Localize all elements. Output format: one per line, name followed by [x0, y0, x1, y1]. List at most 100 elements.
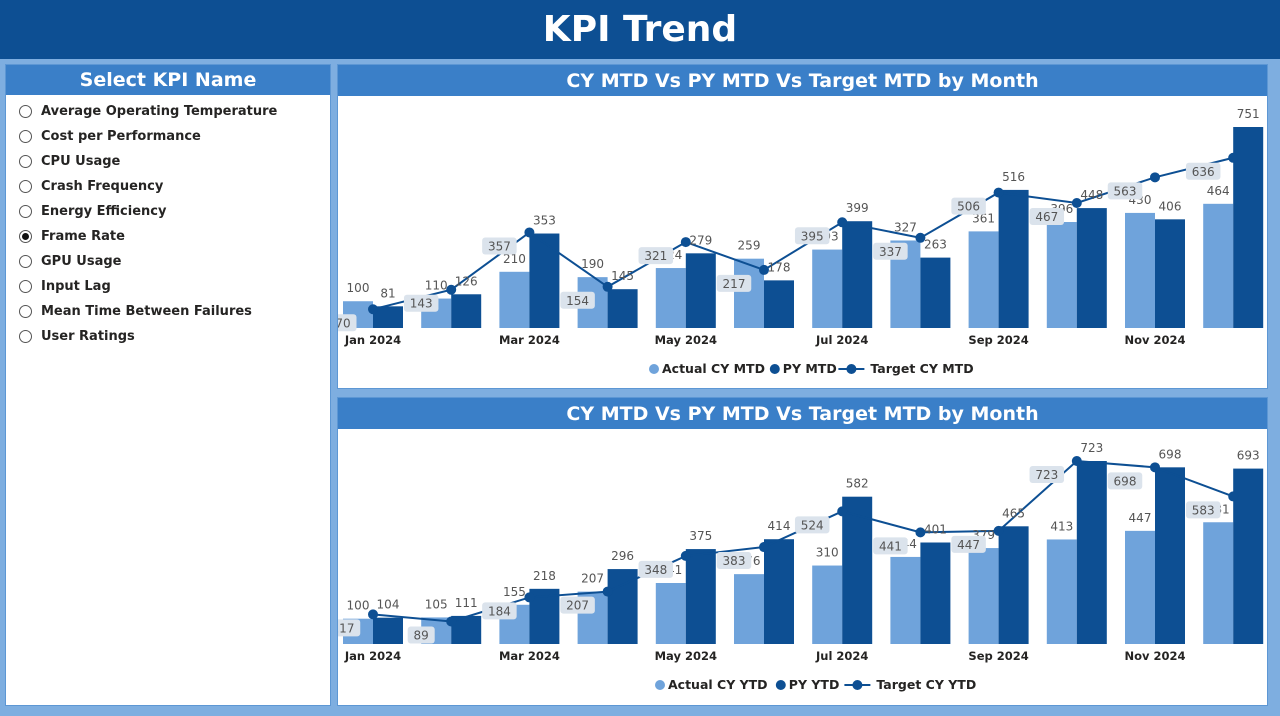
bar-py	[1233, 127, 1264, 328]
data-label-target: 184	[482, 602, 517, 620]
bar-actual	[1203, 203, 1234, 328]
data-label-bg	[1029, 208, 1065, 226]
radio-unchecked-icon[interactable]	[19, 130, 32, 143]
slicer-item[interactable]: Cost per Performance	[6, 124, 330, 149]
radio-unchecked-icon[interactable]	[19, 280, 32, 293]
data-label-target: 395	[794, 227, 830, 245]
data-label-text: 184	[488, 604, 511, 618]
data-label-target: 636	[1185, 162, 1221, 180]
slicer-item[interactable]: Frame Rate	[6, 224, 330, 249]
bar-py	[685, 253, 716, 328]
legend: Actual CY YTD PY YTD Target CY YTD	[655, 677, 976, 692]
slicer-item[interactable]: Input Lag	[6, 274, 330, 299]
data-label-target: 583	[1185, 501, 1221, 519]
legend-marker-py	[775, 680, 786, 690]
bar-py	[607, 289, 638, 328]
bar-actual	[499, 271, 530, 328]
data-label-py: 414	[768, 519, 791, 533]
bar-actual	[1125, 212, 1155, 328]
data-label-target: 117	[338, 619, 361, 637]
data-label-bg	[560, 596, 595, 614]
data-label-target: 143	[403, 294, 439, 312]
x-tick-label: Mar 2024	[499, 649, 560, 663]
x-tick-label: Nov 2024	[1124, 649, 1185, 663]
target-point	[1150, 172, 1160, 183]
target-point	[837, 217, 848, 228]
x-tick-label: May 2024	[655, 333, 717, 347]
target-point	[1150, 462, 1160, 473]
data-label-text: 89	[414, 628, 429, 642]
bar-actual	[734, 574, 764, 644]
data-label-py: 723	[1080, 441, 1103, 455]
data-label-target: 506	[951, 197, 986, 215]
data-label-bg	[951, 197, 986, 215]
radio-unchecked-icon[interactable]	[19, 330, 32, 343]
bar-actual	[734, 258, 764, 328]
legend-label-py: PY MTD	[783, 361, 837, 376]
data-label-target: 321	[638, 247, 674, 265]
data-label-target: 357	[482, 237, 517, 255]
data-label-py: 751	[1237, 107, 1260, 121]
data-label-py: 126	[455, 274, 478, 288]
data-label-actual: 210	[503, 252, 526, 266]
data-label-py: 81	[380, 286, 395, 300]
bar-py	[1233, 468, 1264, 644]
data-label-text: 441	[879, 539, 902, 553]
bar-py	[1076, 208, 1107, 328]
bar-actual	[1046, 222, 1077, 328]
data-label-py: 296	[611, 549, 634, 563]
slicer-title: Select KPI Name	[6, 65, 330, 95]
mtd-chart-panel: CY MTD Vs PY MTD Vs Target MTD by Month …	[337, 64, 1268, 389]
radio-unchecked-icon[interactable]	[19, 180, 32, 193]
chart-title: CY MTD Vs PY MTD Vs Target MTD by Month	[338, 398, 1267, 429]
radio-unchecked-icon[interactable]	[19, 255, 32, 268]
slicer-item[interactable]: Average Operating Temperature	[6, 99, 330, 124]
kpi-slicer: Select KPI Name Average Operating Temper…	[5, 64, 331, 706]
slicer-item[interactable]: CPU Usage	[6, 149, 330, 174]
data-label-text: 723	[1035, 468, 1058, 482]
slicer-item[interactable]: Energy Efficiency	[6, 199, 330, 224]
radio-unchecked-icon[interactable]	[19, 205, 32, 218]
bar-py	[764, 539, 794, 644]
target-point	[680, 550, 691, 561]
slicer-item[interactable]: Crash Frequency	[6, 174, 330, 199]
slicer-item[interactable]: User Ratings	[6, 324, 330, 349]
data-label-py: 582	[846, 477, 869, 491]
chart-title: CY MTD Vs PY MTD Vs Target MTD by Month	[338, 65, 1267, 96]
data-label-bg	[794, 227, 830, 245]
bar-py	[920, 542, 951, 644]
data-label-bg	[403, 294, 439, 312]
bar-actual	[890, 556, 921, 644]
data-label-py: 279	[689, 233, 712, 247]
radio-unchecked-icon[interactable]	[19, 155, 32, 168]
data-label-bg	[1029, 466, 1065, 483]
data-label-bg	[794, 516, 830, 534]
target-point	[602, 281, 613, 292]
data-label-actual: 447	[1129, 511, 1152, 525]
bar-py	[373, 306, 403, 328]
data-label-target: 89	[407, 626, 435, 644]
data-label-actual: 190	[581, 257, 604, 271]
data-label-bg	[638, 560, 674, 578]
target-point	[837, 506, 848, 517]
radio-unchecked-icon[interactable]	[19, 305, 32, 318]
data-label-py: 218	[533, 569, 556, 583]
data-label-text: 217	[723, 277, 746, 291]
data-label-text: 467	[1035, 210, 1058, 224]
legend-marker-target	[846, 364, 857, 374]
data-label-text: 337	[879, 245, 902, 259]
data-label-text: 117	[338, 621, 354, 635]
data-label-text: 207	[566, 599, 589, 613]
data-label-bg	[638, 247, 674, 265]
slicer-item[interactable]: Mean Time Between Failures	[6, 299, 330, 324]
data-label-bg	[1185, 162, 1221, 180]
data-label-py: 104	[377, 598, 400, 612]
slicer-item[interactable]: GPU Usage	[6, 249, 330, 274]
data-label-actual: 464	[1207, 184, 1230, 198]
data-label-text: 348	[644, 563, 667, 577]
target-point	[915, 232, 926, 243]
ytd-chart-panel: CY MTD Vs PY MTD Vs Target MTD by Month …	[337, 397, 1268, 706]
data-label-actual: 207	[581, 572, 604, 586]
radio-unchecked-icon[interactable]	[19, 105, 32, 118]
radio-checked-icon[interactable]	[19, 230, 32, 243]
